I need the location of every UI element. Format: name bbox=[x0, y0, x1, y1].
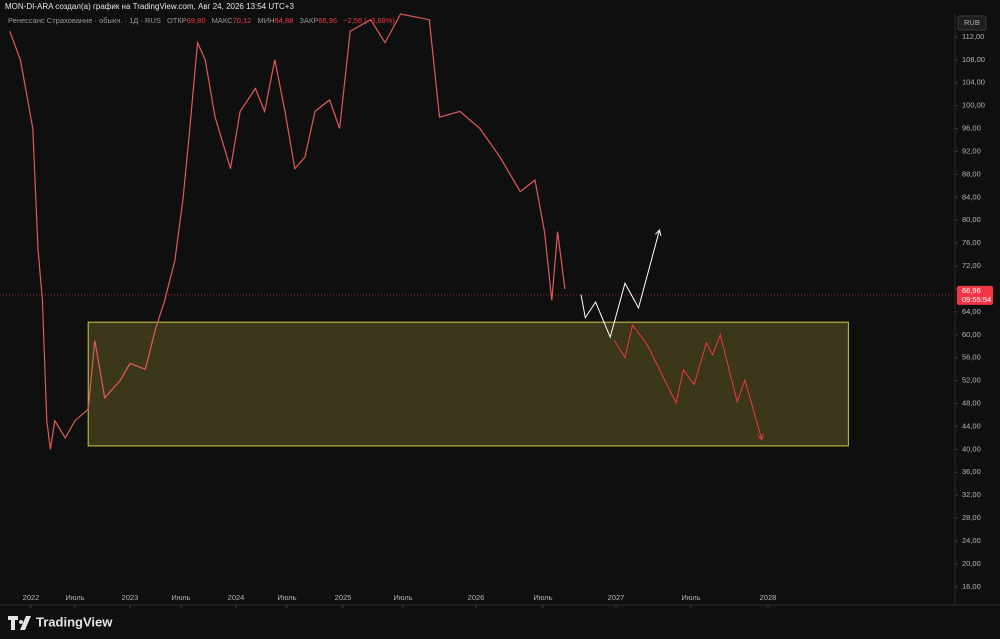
zone bbox=[87, 321, 849, 447]
x-tick-label: Июль bbox=[277, 593, 296, 602]
y-tick-label: 112,00 bbox=[962, 32, 984, 41]
x-tick-label: 2025 bbox=[335, 593, 352, 602]
ohlc-label: ОТКР bbox=[167, 16, 187, 25]
y-tick-label: 84,00 bbox=[962, 192, 981, 201]
change: −2,56 (−3,68%) bbox=[343, 16, 395, 25]
y-tick-label: 16,00 bbox=[962, 582, 981, 591]
x-tick-label: Июль bbox=[393, 593, 412, 602]
projection bbox=[580, 229, 660, 339]
author-line: MON-DI-ARA создал(а) график на TradingVi… bbox=[5, 2, 294, 11]
countdown: 09:55:54 bbox=[962, 295, 991, 304]
y-tick-label: 52,00 bbox=[962, 376, 981, 385]
y-tick-label: 40,00 bbox=[962, 444, 981, 453]
ohlc-value: 64,88 bbox=[275, 16, 294, 25]
currency[interactable]: RUB bbox=[964, 18, 980, 27]
symbol: Ренессанс Страхование · обыкн. · 1Д · RU… bbox=[8, 16, 161, 25]
x-tick-label: 2028 bbox=[760, 593, 777, 602]
y-tick-label: 108,00 bbox=[962, 55, 985, 64]
y-tick-label: 64,00 bbox=[962, 307, 981, 316]
ohlc-value: 69,80 bbox=[187, 16, 206, 25]
y-tick-label: 80,00 bbox=[962, 215, 981, 224]
y-tick-label: 44,00 bbox=[962, 421, 981, 430]
last-price-box bbox=[957, 285, 993, 305]
y-tick-label: 20,00 bbox=[962, 559, 981, 568]
y-tick-label: 92,00 bbox=[962, 146, 981, 155]
ohlc-label: ЗАКР bbox=[299, 16, 318, 25]
x-tick-label: Июль bbox=[533, 593, 552, 602]
y-tick-label: 56,00 bbox=[962, 353, 981, 362]
arrow-head bbox=[655, 228, 662, 236]
y-tick-label: 28,00 bbox=[962, 513, 981, 522]
x-tick-label: Июль bbox=[681, 593, 700, 602]
y-tick-label: 76,00 bbox=[962, 238, 981, 247]
logo-text: TradingView bbox=[36, 614, 113, 629]
y-tick-label: 32,00 bbox=[962, 490, 981, 499]
y-tick-label: 96,00 bbox=[962, 124, 981, 133]
x-tick-label: 2027 bbox=[608, 593, 625, 602]
x-tick-label: 2023 bbox=[122, 593, 139, 602]
symbol-line: Ренессанс Страхование · обыкн. · 1Д · RU… bbox=[8, 16, 395, 25]
logo[interactable]: TradingView bbox=[8, 614, 113, 630]
ohlc-label: МАКС bbox=[212, 16, 234, 25]
y-tick-label: 60,00 bbox=[962, 330, 981, 339]
x-tick-label: 2024 bbox=[228, 593, 245, 602]
y-tick-label: 48,00 bbox=[962, 399, 981, 408]
x-tick-label: 2026 bbox=[468, 593, 485, 602]
x-tick-label: Июль bbox=[171, 593, 190, 602]
x-tick-label: Июль bbox=[65, 593, 84, 602]
plot bbox=[0, 13, 955, 450]
logo-icon bbox=[8, 616, 31, 630]
x-tick-label: 2022 bbox=[23, 593, 40, 602]
y-tick-label: 72,00 bbox=[962, 261, 981, 270]
y-tick-label: 100,00 bbox=[962, 101, 985, 110]
ohlc-value: 66,96 bbox=[318, 16, 337, 25]
projection bbox=[614, 323, 763, 440]
y-tick-label: 104,00 bbox=[962, 78, 985, 87]
last-price-label: 66,96 bbox=[962, 286, 981, 295]
ohlc-label: МИН bbox=[257, 16, 274, 25]
price-line bbox=[9, 13, 566, 450]
ohlc-value: 70,12 bbox=[233, 16, 252, 25]
y-tick-label: 88,00 bbox=[962, 169, 981, 178]
currency-box[interactable] bbox=[957, 15, 987, 31]
y-tick-label: 24,00 bbox=[962, 536, 981, 545]
arrow-head bbox=[757, 433, 764, 441]
y-tick-label: 36,00 bbox=[962, 467, 981, 476]
